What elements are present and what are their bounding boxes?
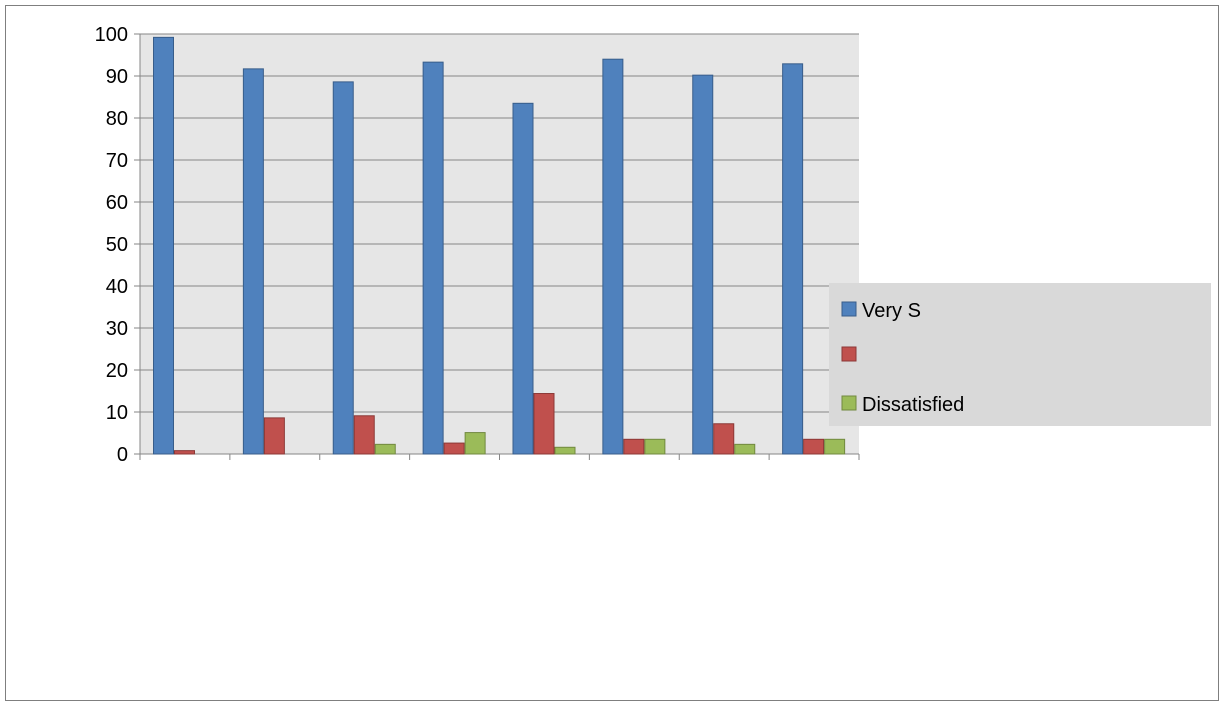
bar-series-3-category-8 — [824, 438, 846, 455]
bar-series-1-category-7 — [692, 74, 714, 455]
legend-swatch-series-2 — [841, 346, 857, 362]
bar-series-3-category-3 — [374, 443, 396, 455]
bar-series-2-category-5 — [533, 393, 555, 455]
bar-series-2-category-8 — [803, 438, 825, 455]
bar-series-1-category-6 — [602, 58, 624, 455]
y-tick-label: 10 — [106, 402, 128, 424]
bar-series-3-category-4 — [464, 432, 486, 455]
y-tick-label: 40 — [106, 276, 128, 298]
y-tick-label: 60 — [106, 192, 128, 214]
bar-series-2-category-1 — [174, 450, 195, 455]
y-tick-label: 100 — [95, 24, 128, 46]
bar-series-2-category-2 — [263, 417, 285, 455]
legend-swatch-series-3 — [841, 395, 857, 411]
bar-series-1-category-4 — [422, 61, 444, 455]
bar-series-3-category-5 — [554, 446, 576, 455]
legend-swatch-series-1 — [841, 301, 857, 317]
y-tick-label: 70 — [106, 150, 128, 172]
bar-series-2-category-3 — [353, 415, 375, 455]
bar-series-1-category-3 — [332, 81, 354, 455]
y-tick-label: 30 — [106, 318, 128, 340]
y-tick-label: 50 — [106, 234, 128, 256]
y-tick-label: 0 — [117, 444, 128, 466]
bar-series-1-category-1 — [153, 36, 174, 455]
legend-label-series-3: Dissatisfied — [862, 394, 964, 416]
bar-series-1-category-2 — [242, 68, 264, 455]
y-tick-label: 90 — [106, 66, 128, 88]
legend-label-series-1: Very S — [862, 300, 921, 322]
y-tick-label: 80 — [106, 108, 128, 130]
bar-series-3-category-6 — [644, 438, 666, 455]
bar-series-2-category-4 — [443, 442, 465, 455]
bar-series-2-category-7 — [713, 423, 735, 455]
bar-series-1-category-8 — [782, 63, 804, 455]
legend-box — [829, 283, 1211, 426]
y-tick-label: 20 — [106, 360, 128, 382]
bar-series-3-category-7 — [734, 443, 756, 455]
bar-series-1-category-5 — [512, 102, 534, 455]
bar-series-2-category-6 — [623, 438, 645, 455]
